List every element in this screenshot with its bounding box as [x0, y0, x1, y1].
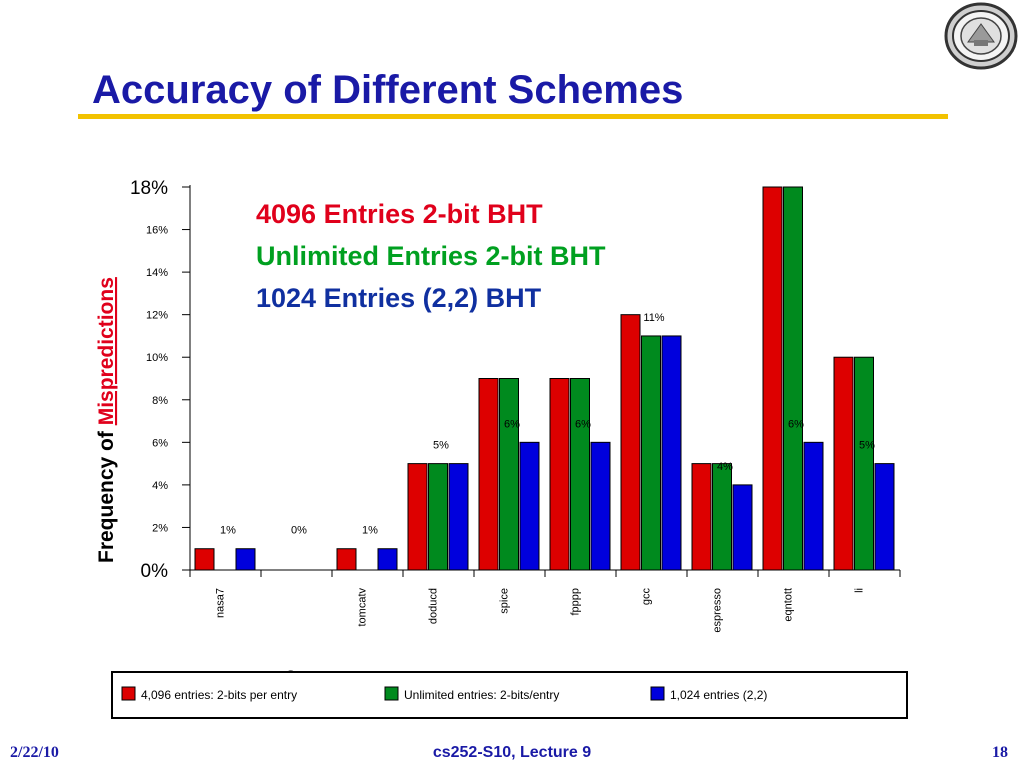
- category-label-spice: spice: [499, 588, 511, 614]
- annotation-2: 1024 Entries (2,2) BHT: [256, 283, 542, 313]
- y-tick-label: 8%: [152, 395, 168, 407]
- y-tick-label: 0%: [141, 561, 169, 582]
- bar-fpppp-series-1: [570, 378, 590, 571]
- category-label-nasa7: nasa7: [215, 588, 227, 618]
- data-label-li: 5%: [859, 440, 875, 452]
- category-label-espresso: espresso: [712, 588, 724, 633]
- bar-doducd-series-0: [407, 463, 428, 571]
- category-label-doducd: doducd: [428, 588, 440, 624]
- bar-spice-series-1: [499, 378, 519, 571]
- title-underline: [78, 114, 948, 119]
- y-tick-label: 18%: [130, 178, 168, 199]
- legend-label-2: 1,024 entries (2,2): [670, 688, 767, 702]
- legend-label-1: Unlimited entries: 2-bits/entry: [404, 688, 559, 702]
- bar-fpppp-series-2: [590, 441, 611, 571]
- bar-espresso-series-1: [712, 463, 732, 571]
- category-label-li: li: [854, 588, 866, 593]
- legend-label-0: 4,096 entries: 2-bits per entry: [141, 688, 297, 702]
- y-axis-label: Frequency of Mispredictions: [95, 277, 118, 563]
- data-label-spice: 6%: [504, 418, 520, 430]
- bar-tomcatv-series-2: [377, 548, 398, 571]
- category-label-gcc: gcc: [641, 588, 653, 606]
- data-label-eqntott: 6%: [788, 418, 804, 430]
- bar-eqntott-series-0: [762, 186, 783, 571]
- bar-doducd-series-1: [428, 463, 448, 571]
- data-label-gcc: 11%: [643, 312, 664, 324]
- slide-title: Accuracy of Different Schemes: [92, 68, 684, 112]
- bar-spice-series-0: [478, 378, 499, 571]
- bar-spice-series-2: [519, 441, 540, 571]
- annotation-1: Unlimited Entries 2-bit BHT: [256, 241, 606, 271]
- bar-eqntott-series-2: [803, 441, 824, 571]
- y-tick-label: 16%: [146, 225, 168, 237]
- footer-course: cs252-S10, Lecture 9: [432, 744, 592, 761]
- y-tick-label: 10%: [146, 352, 168, 364]
- bar-doducd-series-2: [448, 463, 469, 571]
- category-label-tomcatv: tomcatv: [357, 588, 369, 627]
- y-axis-label-prefix: Frequency of: [95, 425, 118, 563]
- y-axis-label-emphasis: Mispredictions: [95, 277, 118, 425]
- bar-nasa7-series-2: [235, 548, 256, 571]
- bar-li-series-2: [874, 463, 895, 571]
- bar-gcc-series-0: [620, 314, 641, 571]
- y-tick-label: 14%: [146, 267, 168, 279]
- university-seal-icon: [944, 2, 1018, 70]
- data-label-doducd: 5%: [433, 440, 449, 452]
- data-label-espresso: 4%: [717, 461, 733, 473]
- bar-gcc-series-1: [641, 335, 661, 571]
- y-tick-label: 2%: [152, 522, 168, 534]
- data-label-fpppp: 6%: [575, 418, 591, 430]
- legend-box: [111, 671, 908, 719]
- bar-gcc-series-2: [661, 335, 682, 571]
- bar-li-series-1: [854, 356, 874, 571]
- category-label-eqntott: eqntott: [783, 588, 795, 622]
- bar-eqntott-series-1: [783, 186, 803, 571]
- footer-page-number: 18: [992, 744, 1008, 761]
- y-tick-label: 4%: [152, 480, 168, 492]
- bar-espresso-series-2: [732, 484, 753, 571]
- bar-espresso-series-0: [691, 463, 712, 571]
- bar-fpppp-series-0: [549, 378, 570, 571]
- data-label-nasa7: 1%: [220, 525, 236, 537]
- annotation-0: 4096 Entries 2-bit BHT: [256, 199, 543, 229]
- y-tick-label: 12%: [146, 310, 168, 322]
- bar-nasa7-series-0: [194, 548, 215, 571]
- category-label-fpppp: fpppp: [570, 588, 582, 616]
- bar-tomcatv-series-0: [336, 548, 357, 571]
- y-tick-label: 6%: [152, 437, 168, 449]
- data-label-tomcatv: 1%: [362, 525, 378, 537]
- legend-swatch-0: [121, 686, 136, 701]
- bar-li-series-0: [833, 356, 854, 571]
- legend-swatch-2: [650, 686, 665, 701]
- data-label-matrix300: 0%: [291, 525, 307, 537]
- legend-swatch-1: [384, 686, 399, 701]
- footer-date: 2/22/10: [10, 744, 59, 761]
